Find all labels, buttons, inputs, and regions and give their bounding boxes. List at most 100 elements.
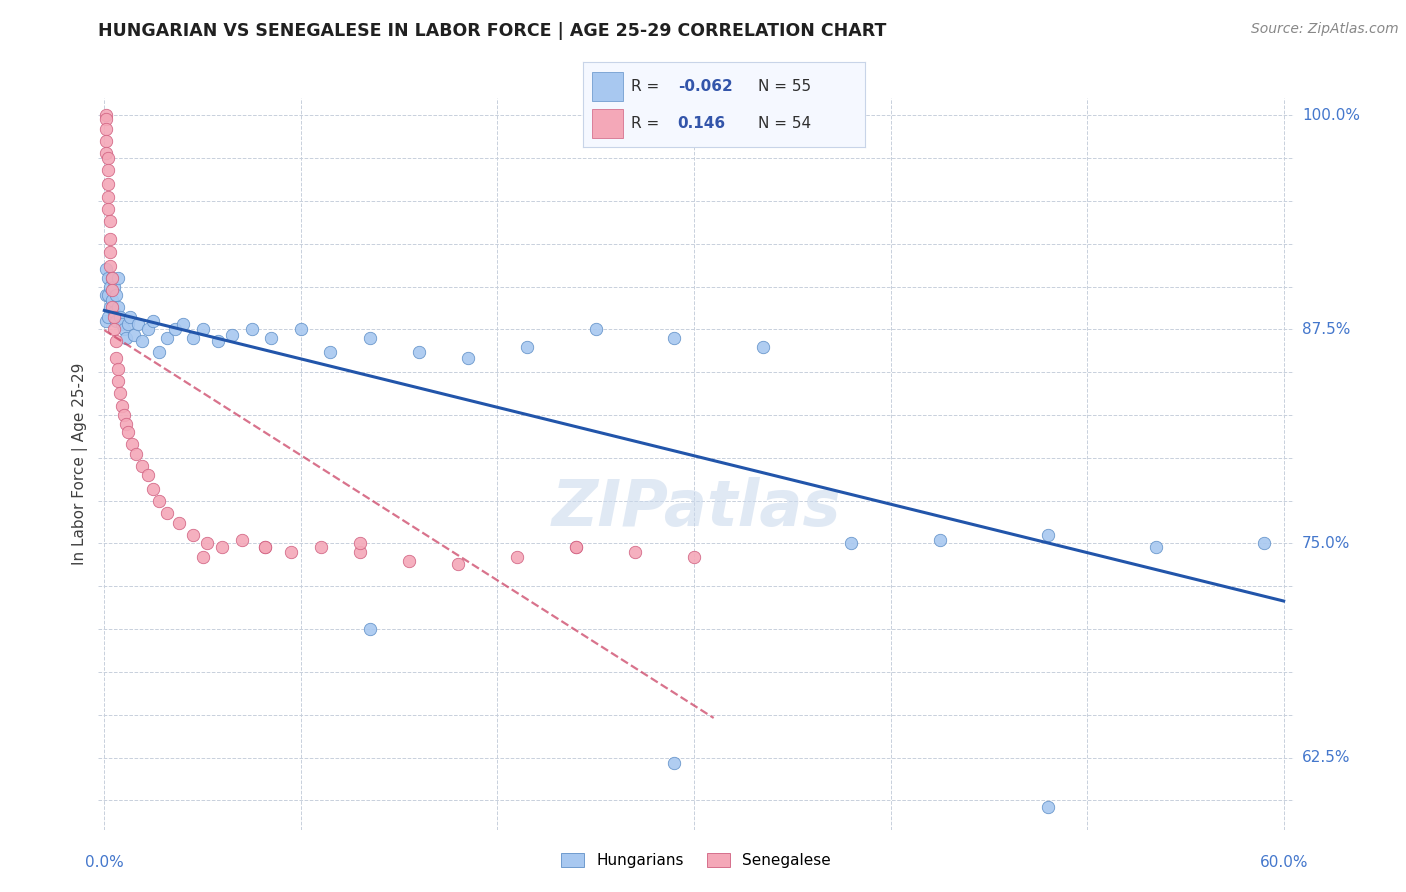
- Text: Source: ZipAtlas.com: Source: ZipAtlas.com: [1251, 22, 1399, 37]
- Text: 87.5%: 87.5%: [1302, 322, 1350, 337]
- Point: [280, 545, 302, 559]
- Point: [97, 310, 120, 325]
- Point: [585, 322, 607, 336]
- Point: [96, 314, 118, 328]
- Point: [181, 331, 204, 345]
- Point: [398, 554, 420, 568]
- Point: [105, 334, 128, 349]
- Point: [103, 279, 125, 293]
- Point: [254, 540, 277, 554]
- Point: [103, 305, 125, 319]
- Text: HUNGARIAN VS SENEGALESE IN LABOR FORCE | AGE 25-29 CORRELATION CHART: HUNGARIAN VS SENEGALESE IN LABOR FORCE |…: [98, 22, 887, 40]
- Point: [97, 151, 120, 165]
- Point: [127, 317, 149, 331]
- Point: [103, 310, 125, 325]
- Text: R =: R =: [631, 78, 665, 94]
- Bar: [592, 71, 623, 101]
- Point: [1253, 536, 1275, 550]
- Point: [136, 467, 159, 482]
- Point: [447, 557, 470, 571]
- Point: [260, 331, 283, 345]
- Text: ZIPatlas: ZIPatlas: [551, 476, 841, 539]
- Point: [1144, 540, 1167, 554]
- Point: [96, 108, 118, 122]
- Point: [112, 408, 135, 422]
- Point: [117, 317, 139, 331]
- Point: [107, 271, 129, 285]
- Text: R =: R =: [631, 116, 665, 131]
- Point: [191, 550, 214, 565]
- Point: [101, 293, 124, 308]
- Point: [290, 322, 312, 336]
- Text: 75.0%: 75.0%: [1302, 536, 1350, 551]
- Point: [112, 322, 135, 336]
- Point: [624, 545, 647, 559]
- Point: [97, 190, 120, 204]
- Point: [565, 540, 588, 554]
- Text: 60.0%: 60.0%: [1260, 855, 1308, 870]
- Point: [664, 756, 686, 770]
- Point: [211, 540, 233, 554]
- Point: [156, 331, 179, 345]
- Point: [752, 339, 775, 353]
- Point: [98, 259, 121, 273]
- Point: [108, 310, 131, 325]
- Point: [96, 134, 118, 148]
- Point: [156, 506, 179, 520]
- Point: [221, 327, 243, 342]
- Point: [115, 417, 138, 431]
- Point: [207, 334, 229, 349]
- Text: 62.5%: 62.5%: [1302, 750, 1350, 765]
- Point: [111, 317, 134, 331]
- Point: [254, 540, 277, 554]
- Point: [108, 385, 131, 400]
- Point: [408, 344, 430, 359]
- Point: [839, 536, 862, 550]
- Point: [240, 322, 263, 336]
- Text: 0.0%: 0.0%: [84, 855, 124, 870]
- Point: [98, 245, 121, 260]
- Point: [195, 536, 218, 550]
- Point: [97, 202, 120, 217]
- Point: [172, 317, 194, 331]
- Point: [1036, 800, 1059, 814]
- Text: 100.0%: 100.0%: [1302, 108, 1360, 123]
- Point: [131, 459, 153, 474]
- Point: [148, 344, 170, 359]
- Point: [142, 314, 165, 328]
- Point: [167, 516, 190, 530]
- Bar: [592, 109, 623, 138]
- Point: [565, 540, 588, 554]
- Point: [107, 300, 129, 314]
- Point: [103, 322, 125, 336]
- Point: [98, 231, 121, 245]
- Point: [683, 550, 706, 565]
- Point: [309, 540, 332, 554]
- Point: [231, 533, 253, 547]
- Point: [121, 437, 143, 451]
- Point: [457, 351, 479, 366]
- Point: [97, 163, 120, 178]
- Point: [516, 339, 538, 353]
- Point: [506, 550, 529, 565]
- Point: [165, 322, 187, 336]
- Text: N = 54: N = 54: [758, 116, 811, 131]
- Point: [96, 112, 118, 126]
- Point: [125, 447, 148, 461]
- Point: [148, 493, 170, 508]
- Point: [97, 177, 120, 191]
- Point: [928, 533, 950, 547]
- Point: [349, 545, 371, 559]
- Point: [359, 622, 381, 636]
- Point: [349, 536, 371, 550]
- Point: [359, 331, 381, 345]
- Point: [122, 327, 145, 342]
- Point: [664, 331, 686, 345]
- Text: -0.062: -0.062: [678, 78, 733, 94]
- Text: 0.146: 0.146: [678, 116, 725, 131]
- Point: [101, 271, 124, 285]
- Point: [105, 351, 128, 366]
- Point: [96, 288, 118, 302]
- Point: [107, 374, 129, 388]
- Point: [191, 322, 214, 336]
